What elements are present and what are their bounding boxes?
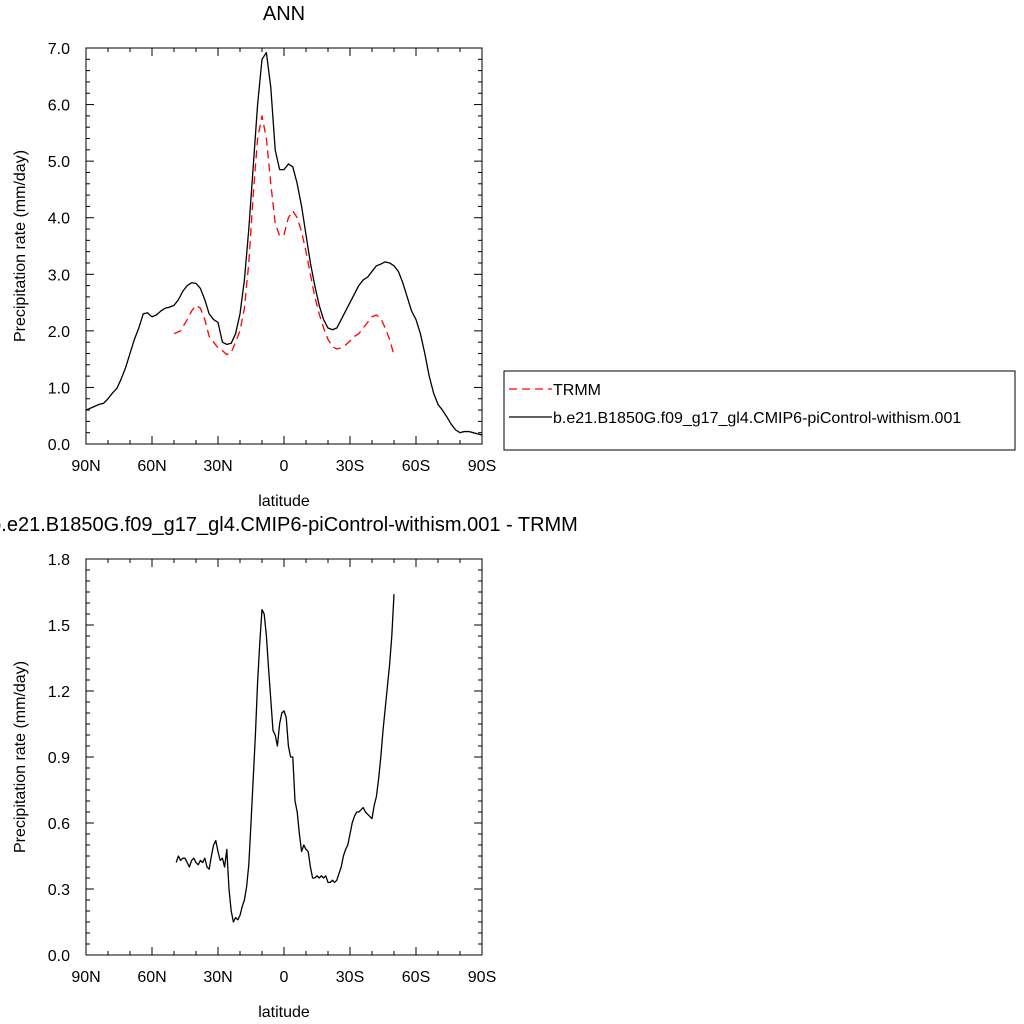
x-tick-label: 60S <box>402 969 430 986</box>
x-tick-label: 30N <box>203 458 232 475</box>
legend-frame <box>503 370 1016 451</box>
plot-frame <box>85 558 483 956</box>
difference-chart: 90N 60N 30N 0 30S 60S 90S 0.0 0.3 0.6 0.9 1.2 1.5 1.8… <box>0 514 578 1021</box>
y-tick-label: 0.9 <box>48 750 70 767</box>
x-tick-label: 0 <box>280 458 289 475</box>
y-axis-label: Precipitation rate (mm/day) <box>12 150 29 342</box>
x-tick-label: 0 <box>280 969 289 986</box>
chart-title: b.e21.B1850G.f09_g17_gl4.CMIP6-piControl… <box>0 514 578 536</box>
legend: TRMM b.e21.B1850G.f09_g17_gl4.CMIP6-piCo… <box>503 370 1016 451</box>
legend-label-trmm: TRMM <box>553 382 601 399</box>
y-tick-label: 0.0 <box>48 437 70 454</box>
precip-chart: 90N 60N 30N 0 30S 60S 90S 0.0 1.0 2.0 3.0 4.0 5.0 6.0… <box>12 3 496 510</box>
x-tick-label: 30S <box>336 969 364 986</box>
y-axis-label: Precipitation rate (mm/day) <box>12 661 29 853</box>
y-tick-label: 0.6 <box>48 816 70 833</box>
y-tick-label: 1.8 <box>48 552 70 569</box>
x-tick-label: 90S <box>468 969 496 986</box>
x-tick-label: 90N <box>71 458 100 475</box>
y-tick-label: 1.2 <box>48 684 70 701</box>
y-tick-label: 0.0 <box>48 948 70 965</box>
x-tick-label: 60S <box>402 458 430 475</box>
y-tick-label: 7.0 <box>48 41 70 58</box>
y-tick-label: 5.0 <box>48 154 70 171</box>
chart-title: ANN <box>263 3 305 25</box>
plot-frame <box>85 47 483 445</box>
x-tick-label: 30S <box>336 458 364 475</box>
x-tick-label: 90N <box>71 969 100 986</box>
legend-label-model: b.e21.B1850G.f09_g17_gl4.CMIP6-piControl… <box>553 410 961 427</box>
y-tick-label: 1.0 <box>48 380 70 397</box>
x-tick-label: 30N <box>203 969 232 986</box>
series-line-0-0 <box>173 115 395 356</box>
y-tick-label: 0.3 <box>48 882 70 899</box>
series-line-1-0 <box>175 594 395 923</box>
y-tick-label: 6.0 <box>48 98 70 115</box>
x-tick-label: 90S <box>468 458 496 475</box>
x-axis-label: latitude <box>258 493 310 510</box>
y-tick-label: 3.0 <box>48 267 70 284</box>
series-line-0-1 <box>86 51 482 436</box>
x-axis-label: latitude <box>258 1004 310 1021</box>
y-tick-label: 1.5 <box>48 618 70 635</box>
x-tick-label: 60N <box>137 458 166 475</box>
y-tick-label: 4.0 <box>48 211 70 228</box>
x-tick-label: 60N <box>137 969 166 986</box>
y-tick-label: 2.0 <box>48 324 70 341</box>
